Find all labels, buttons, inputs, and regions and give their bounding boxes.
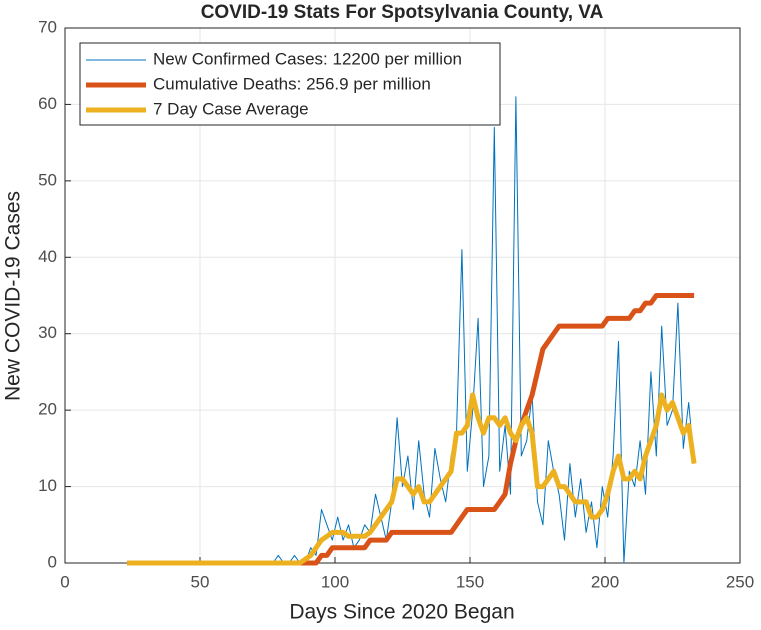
legend-label: Cumulative Deaths: 256.9 per million: [153, 74, 431, 93]
legend-box: [79, 42, 501, 126]
x-tick-label: 150: [456, 572, 484, 591]
x-tick-label: 100: [321, 572, 349, 591]
x-tick-label: 0: [60, 572, 69, 591]
x-axis-label: Days Since 2020 Began: [289, 601, 514, 624]
axes-box: [64, 27, 741, 564]
y-axis-label: New COVID-19 Cases: [2, 191, 25, 401]
series-line: [127, 392, 697, 566]
x-tick-label: 200: [591, 572, 619, 591]
y-tick-label: 10: [38, 476, 57, 495]
x-tick-label: 50: [191, 572, 210, 591]
chart-title: COVID-19 Stats For Spotsylvania County, …: [201, 2, 604, 23]
y-tick-label: 70: [38, 17, 57, 36]
y-tick-label: 60: [38, 94, 57, 113]
y-tick-label: 40: [38, 247, 57, 266]
legend-label: 7 Day Case Average: [153, 99, 309, 118]
x-tick-label: 250: [726, 572, 754, 591]
y-tick-label: 30: [38, 323, 57, 342]
y-tick-label: 20: [38, 400, 57, 419]
y-tick-label: 50: [38, 170, 57, 189]
y-tick-label: 0: [48, 552, 57, 571]
legend-label: New Confirmed Cases: 12200 per million: [153, 49, 462, 68]
